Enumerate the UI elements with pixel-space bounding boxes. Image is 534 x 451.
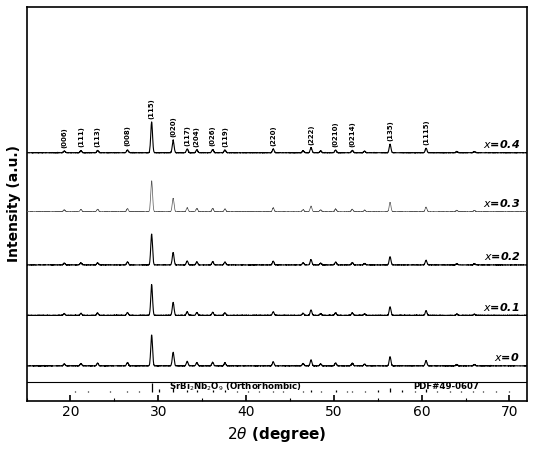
Text: (119): (119) xyxy=(222,126,228,147)
Text: SrBi$_2$Nb$_2$O$_9$ (Orthorhombic): SrBi$_2$Nb$_2$O$_9$ (Orthorhombic) xyxy=(169,380,301,393)
Text: (006): (006) xyxy=(61,127,67,148)
Text: (0214): (0214) xyxy=(349,121,355,147)
Text: $x$=0.2: $x$=0.2 xyxy=(483,250,520,262)
Text: (222): (222) xyxy=(308,124,314,145)
Text: (020): (020) xyxy=(170,116,176,137)
Text: (135): (135) xyxy=(387,120,393,141)
Text: (0210): (0210) xyxy=(333,121,339,147)
Text: (026): (026) xyxy=(210,125,216,146)
Text: (008): (008) xyxy=(124,125,130,147)
Text: PDF#49-0607: PDF#49-0607 xyxy=(413,382,479,391)
Text: (204): (204) xyxy=(194,126,200,147)
Text: $x$=0.3: $x$=0.3 xyxy=(483,197,520,209)
Text: (115): (115) xyxy=(148,98,155,119)
Text: $x$=0.1: $x$=0.1 xyxy=(483,300,520,313)
Text: (1115): (1115) xyxy=(423,119,429,145)
Text: (113): (113) xyxy=(95,126,100,147)
Text: $x$=0.4: $x$=0.4 xyxy=(483,138,520,150)
Y-axis label: Intensity (a.u.): Intensity (a.u.) xyxy=(7,145,21,262)
Text: $x$=0: $x$=0 xyxy=(494,351,520,363)
Text: (111): (111) xyxy=(78,126,84,147)
Text: (117): (117) xyxy=(184,125,190,146)
Text: (220): (220) xyxy=(270,125,276,146)
X-axis label: $2\theta$ (degree): $2\theta$ (degree) xyxy=(227,425,326,444)
